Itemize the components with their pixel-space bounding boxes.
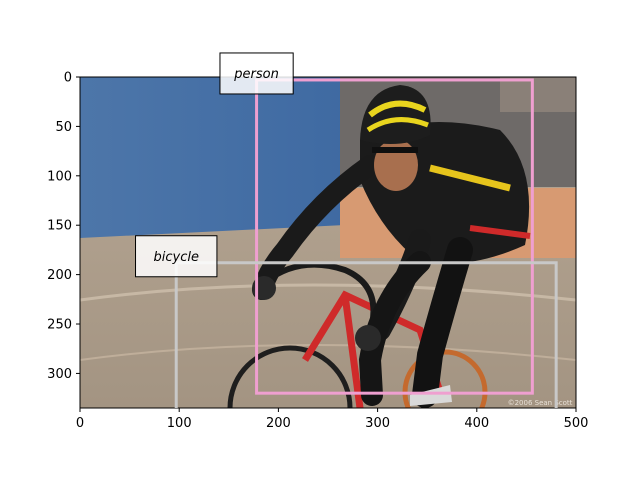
bicycle-label-box [135, 235, 218, 278]
x-tick-label: 200 [266, 416, 291, 431]
x-tick-label: 500 [564, 416, 589, 431]
x-tick-label: 300 [365, 416, 390, 431]
annotation-boxes: person bicycle [135, 52, 558, 408]
x-tick-label: 0 [76, 416, 84, 431]
y-tick-label: 50 [55, 120, 72, 135]
y-axis: 0 50 100 150 200 250 300 [47, 71, 80, 382]
person-bounding-box [255, 78, 534, 395]
x-tick-label: 400 [464, 416, 489, 431]
photo [80, 77, 576, 408]
x-axis: 0 100 200 300 400 500 [76, 408, 589, 431]
y-tick-label: 100 [47, 169, 72, 184]
bicycle-label: bicycle [153, 250, 198, 265]
y-tick-label: 250 [47, 318, 72, 333]
watermark: ©2006 Sean Scott [508, 399, 573, 407]
y-tick-label: 300 [47, 367, 72, 382]
y-tick-label: 0 [64, 71, 72, 86]
y-tick-label: 150 [47, 219, 72, 234]
person-label: person [233, 67, 279, 82]
axes-frame [79, 76, 577, 409]
bicycle-bounding-box [174, 261, 558, 408]
person-label-box [219, 52, 294, 95]
x-tick-label: 100 [167, 416, 192, 431]
y-tick-label: 200 [47, 268, 72, 283]
